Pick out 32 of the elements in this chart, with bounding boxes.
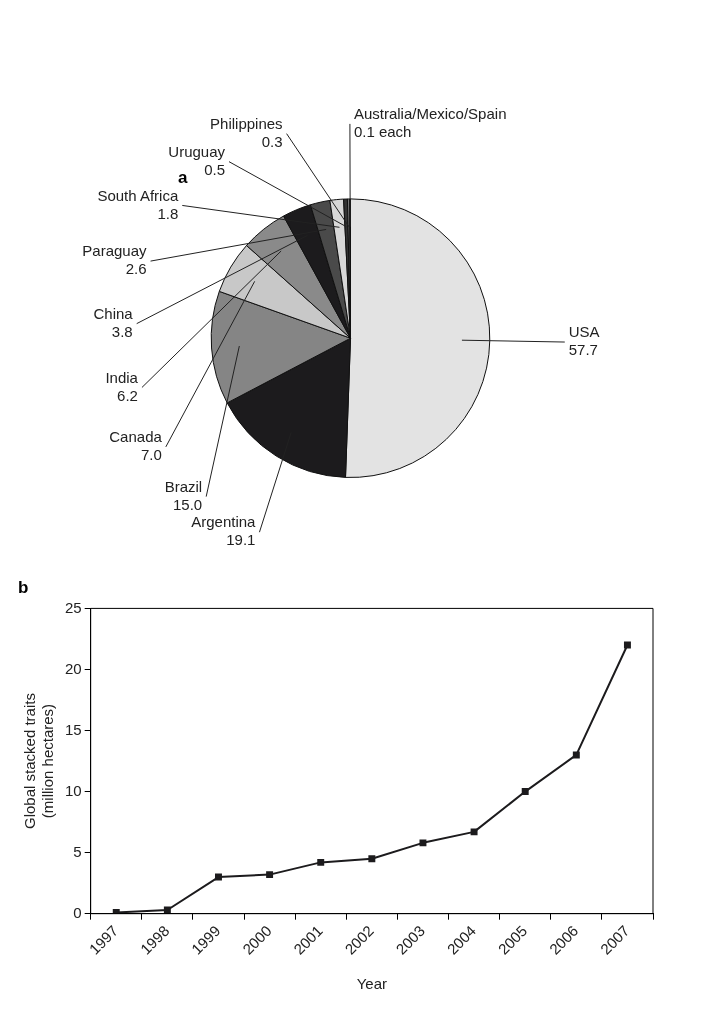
slice-label: India	[105, 368, 139, 386]
data-label: 57.7	[568, 341, 598, 359]
slice-label: Paraguay	[82, 242, 148, 260]
y-tick-label: 20	[65, 659, 82, 677]
y-tick-label: 0	[73, 903, 82, 921]
slice-label: USA	[568, 323, 600, 341]
data-label: 0.5	[204, 160, 226, 178]
slice-label: Argentina	[191, 513, 257, 531]
data-label: 0.3	[261, 132, 283, 150]
slice-label: Brazil	[164, 477, 203, 495]
x-axis-title: Year	[356, 975, 387, 993]
text: a	[178, 167, 188, 187]
y-tick-label: 15	[65, 720, 82, 738]
data-label: 3.8	[111, 322, 133, 340]
data-label: 7.0	[140, 446, 162, 464]
data-label: 1.8	[157, 204, 179, 222]
slice-label: Canada	[109, 428, 163, 446]
chart-title: b	[18, 577, 29, 597]
y-tick-label: 10	[65, 781, 82, 799]
y-tick-label: 5	[73, 842, 82, 860]
slice-label: South Africa	[97, 186, 179, 204]
slice-label: Uruguay	[168, 142, 226, 160]
y-tick-label: 25	[65, 598, 82, 616]
data-label: 15.0	[172, 495, 203, 513]
slice-label: Australia/Mexico/Spain	[353, 105, 507, 123]
slice-label: China	[93, 304, 134, 322]
data-label: 19.1	[226, 531, 256, 549]
slice-label: Philippines	[210, 114, 283, 132]
data-label: 2.6	[125, 260, 147, 278]
y-axis-title: Global stacked traits (million hectares)	[21, 693, 57, 829]
data-label: 6.2	[117, 386, 138, 404]
data-label: 0.1 each	[353, 123, 412, 141]
